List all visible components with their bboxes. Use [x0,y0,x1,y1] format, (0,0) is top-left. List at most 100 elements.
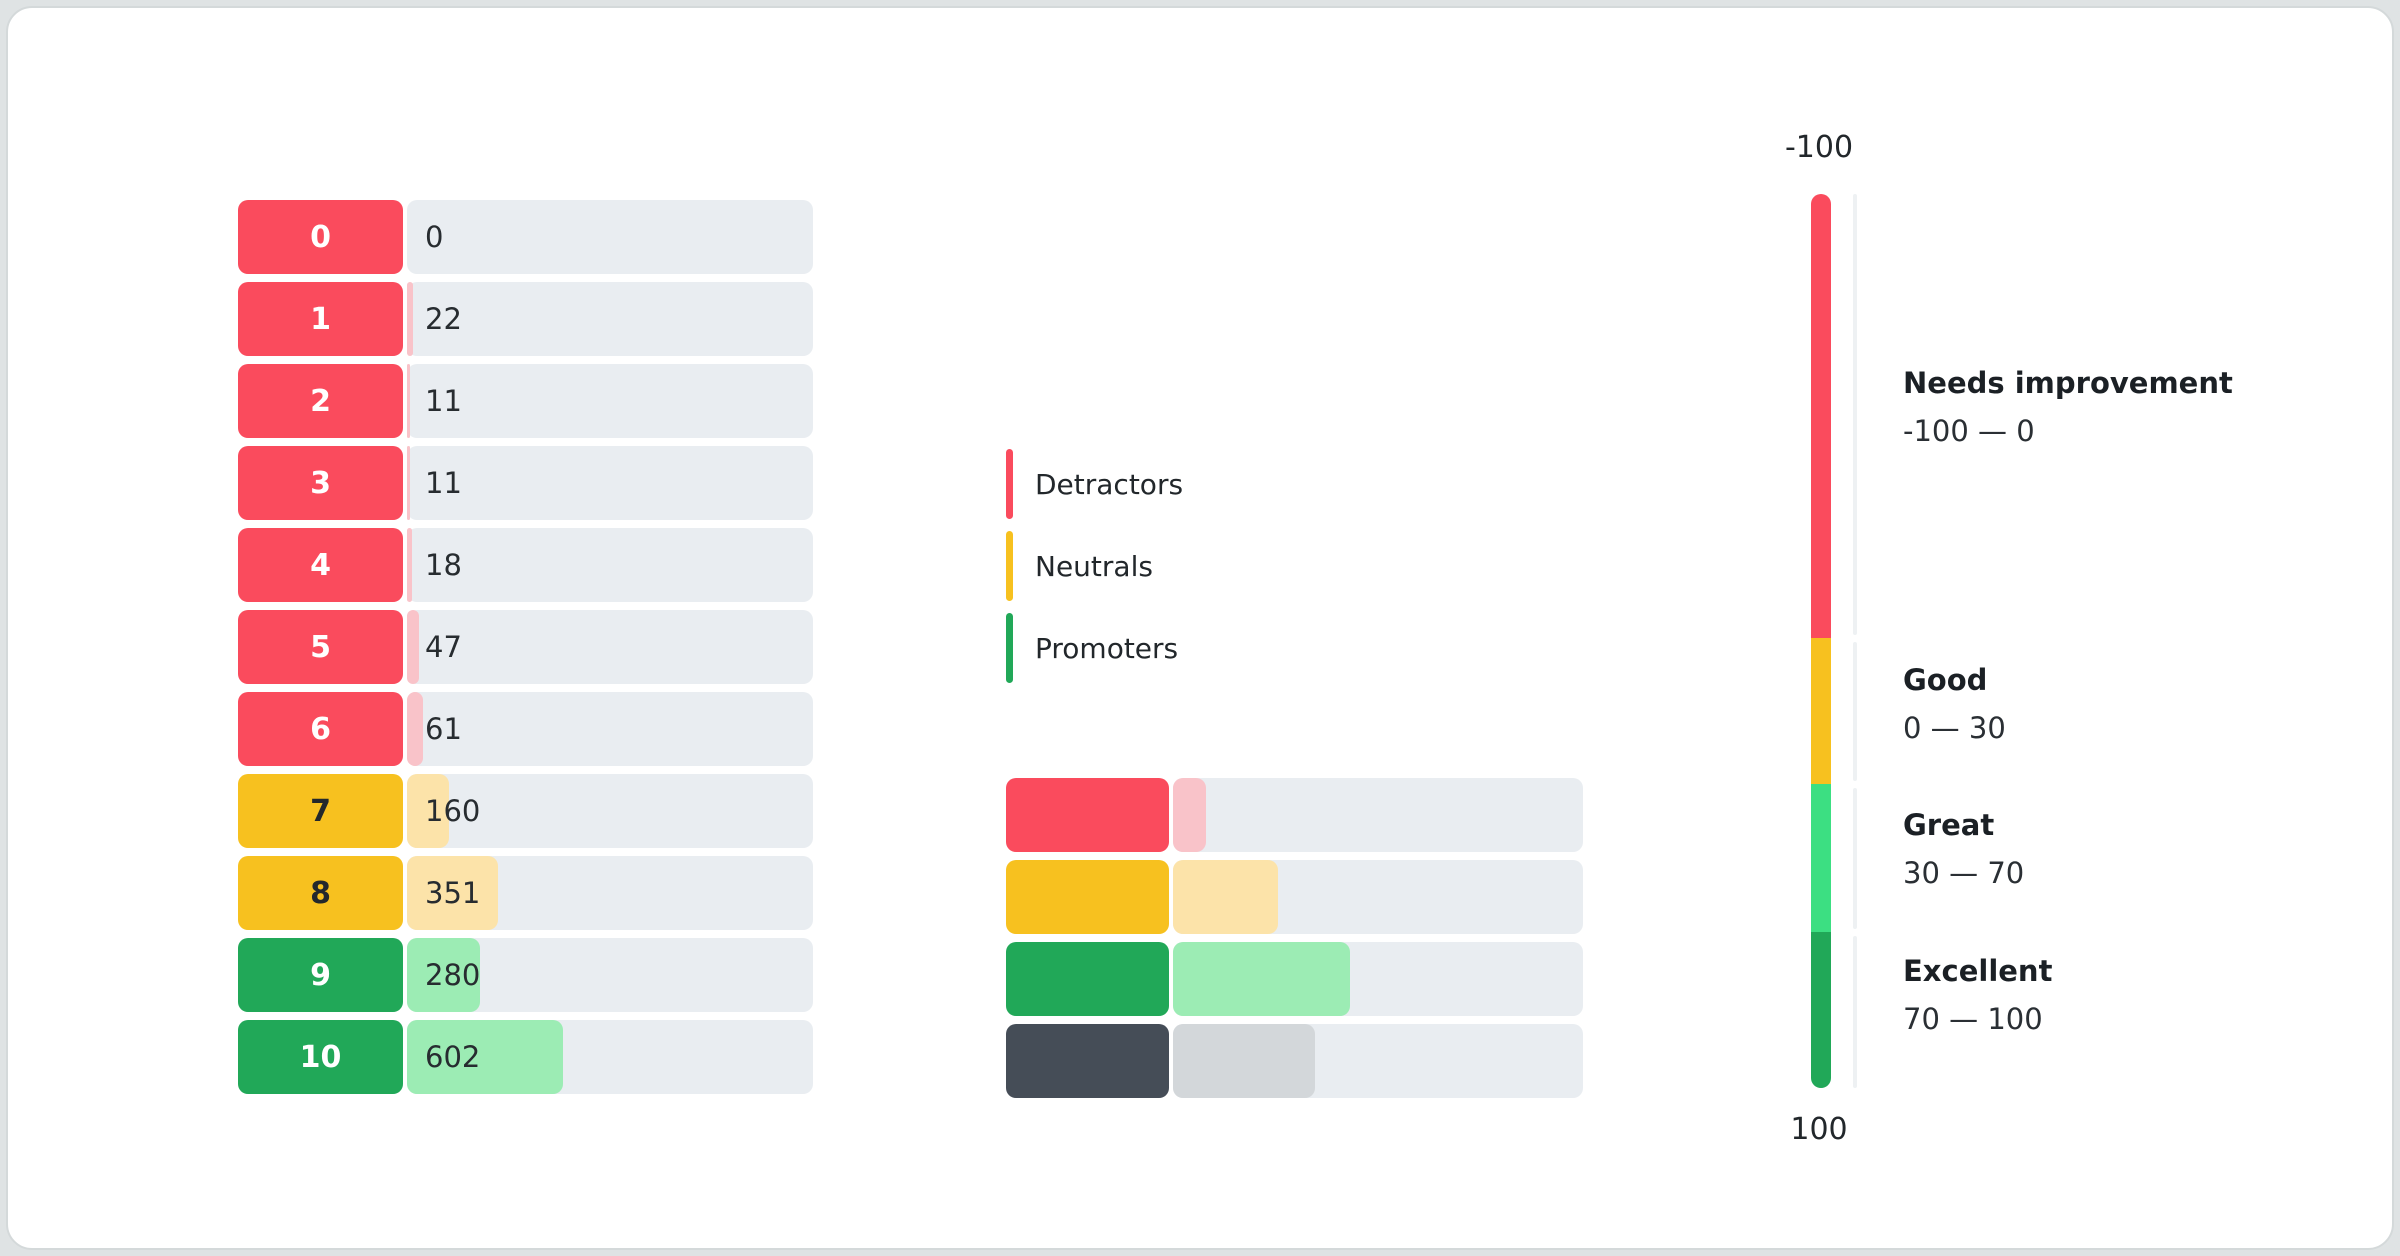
gauge-zone-title: Needs improvement [1903,366,2233,400]
bar-track: 351 [407,856,813,930]
nps-gauge-bar [1811,194,1831,1088]
legend-swatch-icon [1006,449,1013,519]
distribution-row: 5 47 [238,610,813,684]
score-chip-3: 3 [238,446,403,520]
distribution-row: 3 11 [238,446,813,520]
distribution-row [1006,778,1583,852]
legend-swatch-icon [1006,531,1013,601]
distribution-row: 2 11 [238,364,813,438]
bar-fill [1173,778,1207,852]
gauge-zone-title: Great [1903,808,1995,842]
bar-fill [407,446,410,520]
gauge-track-segment [1853,194,1857,635]
gauge-zone-range: 0 — 30 [1903,711,2006,745]
bar-track [1173,942,1583,1016]
gauge-max-label: -100 [1784,130,1854,165]
legend-label: Neutrals [1035,549,1153,583]
score-distribution-chart: 0 0 1 22 2 11 3 11 4 18 5 47 6 61 7 160 8 351 9 280 10 602 [238,200,813,1102]
summary-chip-d [1006,778,1169,852]
gauge-zone-needs-improvement: Needs improvement -100 — 0 [1903,366,2323,448]
distribution-row: 6 61 [238,692,813,766]
score-chip-9: 9 [238,938,403,1012]
count-label: 61 [425,712,462,746]
bar-track: 160 [407,774,813,848]
bar-track: 280 [407,938,813,1012]
count-label: 0 [425,220,444,254]
gauge-track-segment [1853,788,1857,929]
gauge-zone-excellent: Excellent 70 — 100 [1903,954,2323,1036]
bar-fill [407,528,412,602]
nps-summary-chart [1006,778,1583,1106]
legend-label: Promoters [1035,631,1179,665]
summary-chip-p [1006,942,1169,1016]
count-label: 18 [425,548,462,582]
legend-item-promoters[interactable]: Promoters [1006,613,1183,683]
bar-track [1173,778,1583,852]
bar-fill [407,856,499,930]
score-chip-0: 0 [238,200,403,274]
bar-track: 47 [407,610,813,684]
distribution-row: 4 18 [238,528,813,602]
bar-track: 0 [407,200,813,274]
distribution-row: 10 602 [238,1020,813,1094]
distribution-row [1006,860,1583,934]
gauge-zone-great: Great 30 — 70 [1903,808,2323,890]
bar-fill [407,692,423,766]
bar-fill [1173,1024,1315,1098]
gauge-min-label: 100 [1790,1112,1848,1147]
gauge-zone-title: Excellent [1903,954,2053,988]
count-label: 47 [425,630,462,664]
gauge-zone-range: 70 — 100 [1903,1002,2043,1036]
bar-fill [407,364,410,438]
report-card: 0 0 1 22 2 11 3 11 4 18 5 47 6 61 7 160 8 351 9 280 10 602 De… [6,6,2394,1250]
gauge-track-segment [1853,936,1857,1088]
bar-track: 22 [407,282,813,356]
bar-fill [407,610,420,684]
legend-item-detractors[interactable]: Detractors [1006,449,1183,519]
summary-chip-nps [1006,1024,1169,1098]
bar-track: 11 [407,364,813,438]
bar-fill [1173,942,1351,1016]
count-label: 351 [425,876,481,910]
bar-fill [407,282,413,356]
gauge-zone-range: 30 — 70 [1903,856,2025,890]
gauge-track-segment [1853,642,1857,781]
bar-track: 61 [407,692,813,766]
bar-fill [407,938,480,1012]
bar-track: 11 [407,446,813,520]
legend-item-neutrals[interactable]: Neutrals [1006,531,1183,601]
distribution-row [1006,1024,1583,1098]
legend-swatch-icon [1006,613,1013,683]
bar-fill [1173,860,1278,934]
score-chip-7: 7 [238,774,403,848]
legend: Detractors Neutrals Promoters [1006,449,1183,695]
score-chip-8: 8 [238,856,403,930]
count-label: 280 [425,958,481,992]
gauge-zone-title: Good [1903,663,1988,697]
bar-track [1173,860,1583,934]
count-label: 11 [425,384,462,418]
gauge-zone-good: Good 0 — 30 [1903,663,2323,745]
bar-track: 602 [407,1020,813,1094]
bar-track: 18 [407,528,813,602]
score-chip-5: 5 [238,610,403,684]
summary-chip-n [1006,860,1169,934]
count-label: 160 [425,794,481,828]
score-chip-4: 4 [238,528,403,602]
count-label: 22 [425,302,462,336]
distribution-row: 9 280 [238,938,813,1012]
bar-fill [407,774,449,848]
bar-track [1173,1024,1583,1098]
score-chip-6: 6 [238,692,403,766]
gauge-segment-good [1811,638,1831,784]
distribution-row [1006,942,1583,1016]
nps-gauge-track [1853,194,1857,1088]
count-label: 11 [425,466,462,500]
legend-label: Detractors [1035,467,1184,501]
distribution-row: 7 160 [238,774,813,848]
gauge-segment-great [1811,784,1831,932]
distribution-row: 1 22 [238,282,813,356]
score-chip-10: 10 [238,1020,403,1094]
score-chip-1: 1 [238,282,403,356]
